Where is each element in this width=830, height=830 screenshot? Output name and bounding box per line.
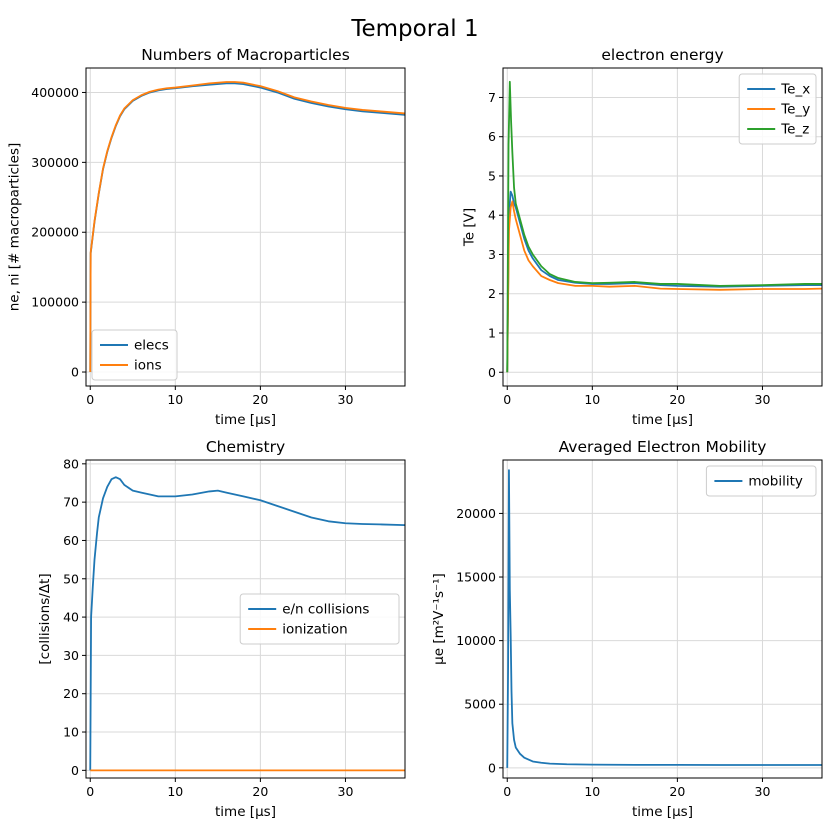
y-tick-label: 4: [488, 208, 496, 223]
y-axis-label: [collisions/Δt]: [37, 573, 53, 664]
y-tick-label: 7: [488, 90, 496, 105]
y-tick-label: 80: [63, 456, 79, 471]
subplot-title: Chemistry: [206, 438, 285, 456]
series-line-2: [506, 200, 822, 373]
x-axis-label: time [μs]: [632, 804, 693, 820]
y-tick-label: 70: [63, 495, 79, 510]
legend: Te_x Te_y Te_z: [738, 73, 817, 145]
legend-label: Te_x: [780, 82, 810, 98]
y-tick-label: 15000: [456, 570, 496, 585]
x-tick-label: 10: [584, 392, 600, 407]
legend: e/n collisions ionization: [239, 593, 400, 645]
x-tick-label: 10: [167, 392, 183, 407]
y-tick-label: 30: [63, 648, 79, 663]
series-group: [506, 80, 822, 373]
x-tick-label: 30: [338, 784, 354, 799]
subplot-1: 0 10 20 30 0 100000 200000 300000 400000 Numbers …: [6, 46, 406, 428]
x-tick-label: 20: [252, 784, 268, 799]
subplot-2: 0 10 20 30 0 1 2 3 4 5 6 7 electron energy time [μs] T…: [461, 46, 823, 428]
legend-box: [239, 593, 400, 645]
y-tick-label: 50: [63, 571, 79, 586]
legend-label: e/n collisions: [282, 602, 369, 618]
x-tick-label: 0: [503, 784, 511, 799]
series-line-1: [506, 469, 822, 768]
axes-frame: [85, 67, 406, 387]
legend-box: [91, 329, 178, 381]
legend-label: ionization: [282, 622, 348, 638]
x-tick-label: 20: [669, 784, 685, 799]
x-tick-label: 30: [755, 392, 771, 407]
x-tick-label: 0: [503, 392, 511, 407]
x-tick-label: 10: [167, 784, 183, 799]
x-tick-label: 30: [338, 392, 354, 407]
figure-suptitle: Temporal 1: [350, 16, 478, 42]
x-tick-label: 0: [86, 784, 94, 799]
axes-frame: [502, 459, 823, 779]
axes-frame: [85, 459, 406, 779]
legend-label: Te_y: [780, 102, 810, 118]
y-tick-label: 0: [71, 763, 79, 778]
subplot-title: Numbers of Macroparticles: [141, 46, 350, 64]
series-line-3: [506, 80, 822, 373]
series-line-1: [506, 190, 822, 373]
y-axis-label: ne, ni [# macroparticles]: [6, 143, 22, 312]
x-tick-label: 30: [755, 784, 771, 799]
y-tick-label: 20: [63, 686, 79, 701]
legend-label: mobility: [748, 474, 803, 490]
y-tick-label: 0: [488, 760, 496, 775]
y-tick-label: 200000: [31, 225, 79, 240]
x-axis-label: time [μs]: [632, 412, 693, 428]
series-group: [89, 81, 405, 373]
series-line-2: [89, 81, 405, 373]
legend-label: Te_z: [780, 122, 809, 138]
y-tick-label: 60: [63, 533, 79, 548]
subplot-4: 0 10 20 30 0 5000 10000 15000 20000 Averaged Elec…: [431, 438, 823, 820]
y-tick-label: 400000: [31, 85, 79, 100]
subplot-title: electron energy: [601, 46, 723, 64]
y-tick-label: 2: [488, 286, 496, 301]
series-group: [506, 469, 822, 768]
x-axis-label: time [μs]: [215, 412, 276, 428]
legend: elecs ions: [91, 329, 178, 381]
legend-box: [705, 465, 817, 497]
y-axis-label: μe [m²V⁻¹s⁻¹]: [431, 573, 447, 665]
y-tick-label: 10000: [456, 633, 496, 648]
legend: mobility: [705, 465, 817, 497]
series-line-1: [89, 476, 405, 771]
y-tick-label: 1: [488, 326, 496, 341]
x-tick-label: 20: [252, 392, 268, 407]
x-tick-label: 0: [86, 392, 94, 407]
y-tick-label: 20000: [456, 506, 496, 521]
legend-box: [738, 73, 817, 145]
y-tick-label: 5: [488, 168, 496, 183]
y-tick-label: 300000: [31, 155, 79, 170]
x-tick-label: 10: [584, 784, 600, 799]
subplot-3: 0 10 20 30 0 10 20 30 40 50 60 70 80 Chemistry time [μ…: [37, 438, 406, 820]
y-tick-label: 0: [488, 365, 496, 380]
y-tick-label: 100000: [31, 295, 79, 310]
x-axis-label: time [μs]: [215, 804, 276, 820]
series-group: [89, 476, 405, 772]
x-tick-label: 20: [669, 392, 685, 407]
subplot-title: Averaged Electron Mobility: [559, 438, 767, 456]
axes-frame: [502, 67, 823, 387]
y-tick-label: 3: [488, 247, 496, 262]
y-axis-label: Te [V]: [461, 208, 477, 247]
legend-label: elecs: [134, 338, 169, 354]
y-tick-label: 5000: [464, 697, 496, 712]
y-tick-label: 40: [63, 610, 79, 625]
y-tick-label: 10: [63, 725, 79, 740]
legend-label: ions: [134, 358, 162, 374]
subplots: 0 10 20 300100000200000300000400000Numbers …: [6, 46, 823, 820]
y-tick-label: 0: [71, 365, 79, 380]
y-tick-label: 6: [488, 129, 496, 144]
